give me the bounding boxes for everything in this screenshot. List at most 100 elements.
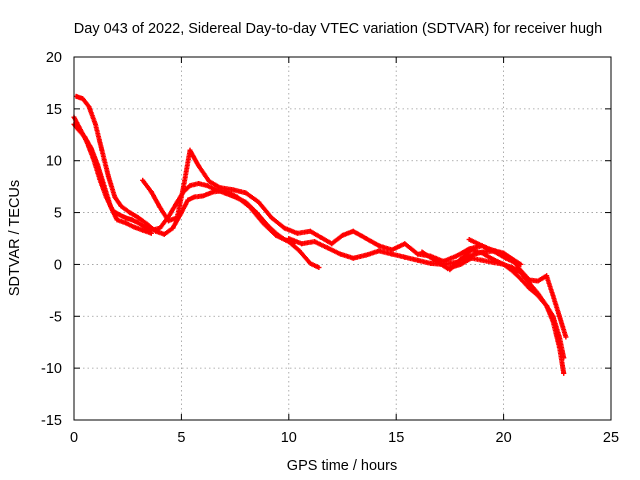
data-point — [518, 268, 524, 274]
data-point — [247, 204, 253, 210]
data-point — [376, 248, 382, 254]
data-point — [419, 249, 425, 255]
data-point — [157, 204, 163, 210]
data-point — [458, 256, 464, 262]
data-point — [88, 145, 94, 151]
data-point — [286, 236, 292, 241]
data-point — [230, 187, 236, 193]
data-point — [174, 215, 180, 221]
y-tick-label: -10 — [41, 361, 62, 377]
data-point — [187, 183, 193, 189]
data-point — [402, 241, 408, 247]
data-point — [185, 197, 191, 203]
data-point — [148, 230, 154, 236]
data-point — [550, 313, 556, 319]
chart-title: Day 043 of 2022, Sidereal Day-to-day VTE… — [74, 21, 602, 37]
data-point — [112, 194, 118, 200]
data-point — [350, 228, 356, 234]
x-tick-label: 15 — [388, 430, 404, 446]
data-point — [501, 250, 507, 256]
data-point — [544, 303, 550, 309]
y-tick-label: 5 — [54, 206, 62, 222]
data-point — [187, 147, 193, 153]
series-track-7 — [447, 247, 567, 361]
data-point — [294, 230, 300, 236]
data-point — [140, 227, 146, 233]
data-point — [148, 189, 154, 195]
data-point — [196, 181, 202, 186]
data-point — [95, 162, 101, 168]
data-point — [350, 255, 356, 261]
series-track-3 — [71, 121, 154, 236]
data-point — [114, 217, 120, 223]
data-point — [561, 370, 567, 376]
data-point — [312, 239, 318, 245]
data-point — [466, 237, 472, 242]
data-point — [299, 241, 305, 247]
data-point — [123, 215, 129, 221]
data-point — [93, 121, 98, 127]
data-point — [518, 261, 524, 267]
data-point — [140, 177, 146, 183]
data-point — [161, 231, 167, 237]
data-point — [256, 199, 262, 205]
data-point — [550, 293, 556, 298]
data-series — [71, 93, 569, 376]
data-point — [307, 228, 313, 234]
data-point — [492, 248, 498, 254]
data-point — [376, 243, 382, 249]
y-tick-label: 0 — [54, 257, 62, 273]
data-point — [340, 232, 345, 238]
data-point — [181, 184, 186, 190]
data-point — [318, 235, 324, 240]
data-point — [153, 228, 159, 234]
data-point — [415, 257, 421, 263]
data-point — [204, 183, 210, 189]
x-tick-label: 25 — [603, 430, 619, 446]
data-point — [307, 260, 313, 266]
data-point — [75, 127, 81, 133]
x-tick-label: 0 — [70, 430, 78, 446]
x-tick-label: 10 — [281, 430, 297, 446]
data-point — [260, 220, 266, 226]
data-point — [108, 203, 113, 209]
data-point — [273, 232, 279, 238]
data-point — [363, 252, 369, 258]
data-point — [86, 104, 92, 110]
data-point — [200, 193, 206, 199]
data-point — [144, 221, 150, 227]
series-markers — [419, 249, 567, 376]
data-point — [118, 203, 124, 209]
data-point — [191, 194, 197, 200]
data-point — [501, 261, 507, 267]
data-point — [544, 273, 550, 279]
data-point — [99, 147, 105, 153]
data-point — [490, 256, 496, 262]
data-point — [217, 185, 223, 191]
data-point — [243, 190, 249, 196]
x-axis-label: GPS time / hours — [287, 458, 397, 474]
data-point — [556, 334, 562, 340]
data-point — [526, 277, 532, 283]
axes: 0 5 10 15 20 25 -15 -10 -5 0 5 10 15 20 — [41, 50, 619, 446]
data-point — [325, 245, 330, 251]
data-point — [234, 194, 240, 200]
data-point — [475, 241, 481, 247]
data-point — [535, 278, 541, 284]
data-point — [389, 251, 395, 257]
y-tick-label: -15 — [41, 413, 62, 429]
data-point — [206, 179, 212, 184]
data-point — [483, 245, 489, 251]
data-point — [269, 215, 275, 221]
data-point — [116, 212, 122, 218]
data-point — [157, 225, 163, 231]
data-point — [415, 251, 421, 257]
data-point — [509, 268, 515, 274]
data-point — [389, 247, 395, 253]
data-point — [282, 225, 287, 231]
data-point — [468, 247, 474, 253]
data-point — [468, 255, 474, 261]
data-point — [556, 313, 562, 319]
series-track-2 — [73, 93, 322, 270]
data-point — [297, 248, 302, 254]
